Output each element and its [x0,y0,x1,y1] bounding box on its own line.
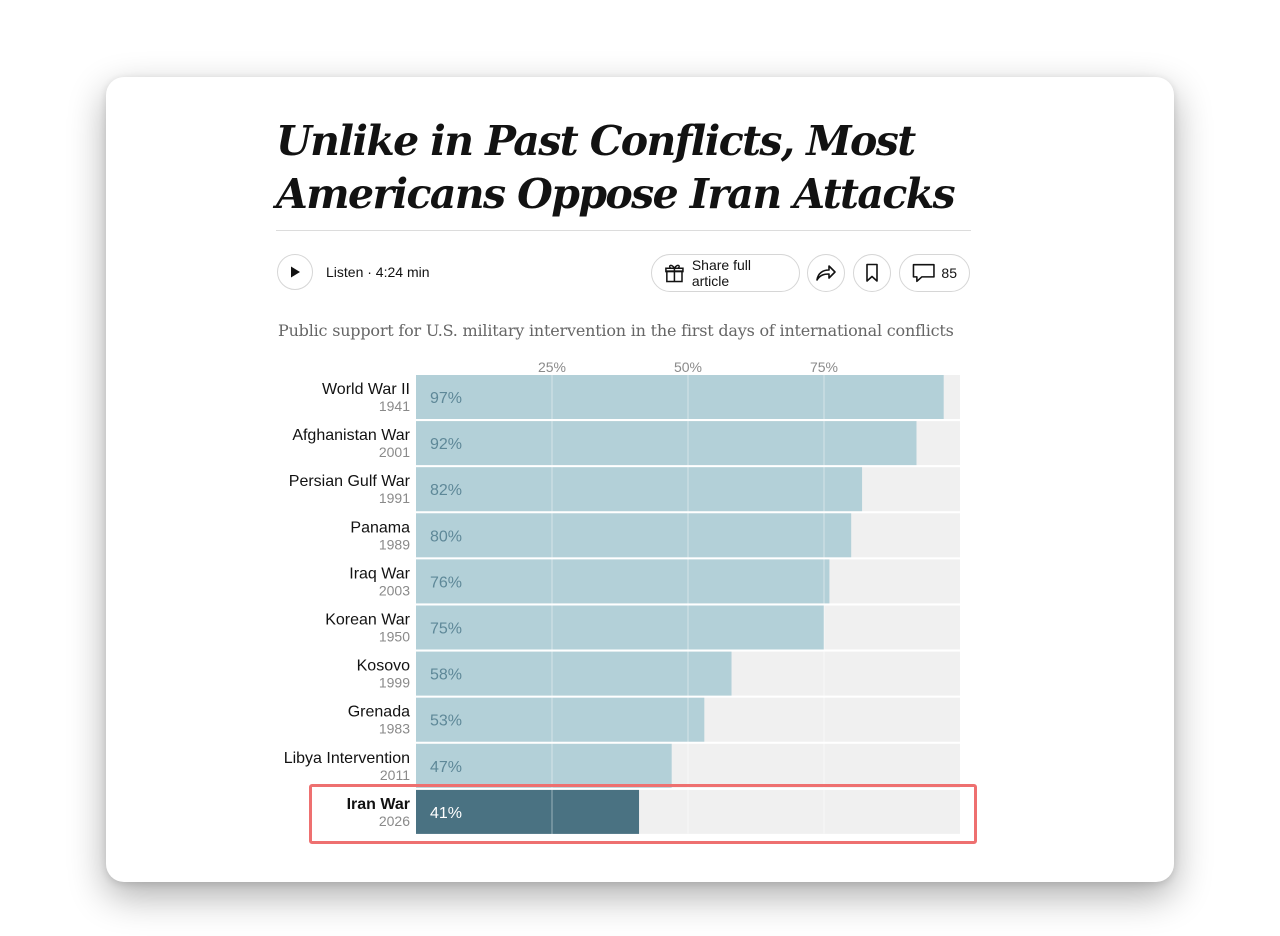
category-label: Korean War [325,612,410,629]
bar [416,375,944,419]
year-label: 2003 [379,582,410,598]
category-label: Grenada [348,704,410,721]
comments-button[interactable]: 85 [899,254,970,292]
bar [416,559,830,604]
headline-divider [276,230,971,231]
chart-title: Public support for U.S. military interve… [278,321,954,340]
bar-value-label: 97% [430,390,462,407]
share-full-article-button[interactable]: Share full article [651,254,800,292]
year-label: 1991 [379,490,410,506]
year-label: 1983 [379,721,410,737]
x-tick-label: 50% [674,359,702,375]
article-toolbar: Listen · 4:24 min Share full article 85 [276,253,971,293]
listen-button[interactable] [277,254,313,290]
x-tick-label: 25% [538,359,566,375]
comment-icon [912,263,935,283]
bookmark-icon [866,263,878,282]
category-label: Afghanistan War [292,427,410,444]
bar-value-label: 41% [430,805,462,822]
bar-value-label: 47% [430,759,462,776]
share-arrow-icon [816,265,836,281]
bar [416,743,672,788]
category-label: Panama [350,519,410,536]
year-label: 2026 [379,813,410,829]
year-label: 1950 [379,629,410,645]
year-label: 1989 [379,536,410,552]
bar-value-label: 75% [430,621,462,638]
bar-value-label: 82% [430,482,462,499]
year-label: 2011 [380,767,410,783]
category-label: Iraq War [349,565,410,582]
bar-value-label: 53% [430,713,462,730]
gift-icon [665,264,684,283]
bar [416,421,917,466]
bar-value-label: 80% [430,528,462,545]
category-label: Libya Intervention [284,750,410,767]
play-icon [291,266,300,278]
headline: Unlike in Past Conflicts, Most Americans… [276,117,956,218]
bar-value-label: 58% [430,667,462,684]
bar [416,467,863,512]
iran-war-highlight-box [309,784,977,844]
year-label: 1999 [379,675,410,691]
year-label: 1941 [379,398,410,414]
bar [416,789,640,834]
category-label: World War II [322,381,410,398]
bar [416,513,852,558]
listen-label: Listen · 4:24 min [326,264,430,280]
bar [416,605,824,650]
share-button[interactable] [807,254,845,292]
bookmark-button[interactable] [853,254,891,292]
bar [416,697,705,742]
category-label: Iran War [347,796,410,813]
bar-value-label: 92% [430,436,462,453]
x-tick-label: 75% [810,359,838,375]
bar-value-label: 76% [430,574,462,591]
category-label: Kosovo [357,658,410,675]
share-full-article-label: Share full article [691,257,751,289]
category-label: Persian Gulf War [289,473,411,490]
year-label: 2001 [379,444,410,460]
comment-count: 85 [941,265,957,281]
bar [416,651,732,696]
